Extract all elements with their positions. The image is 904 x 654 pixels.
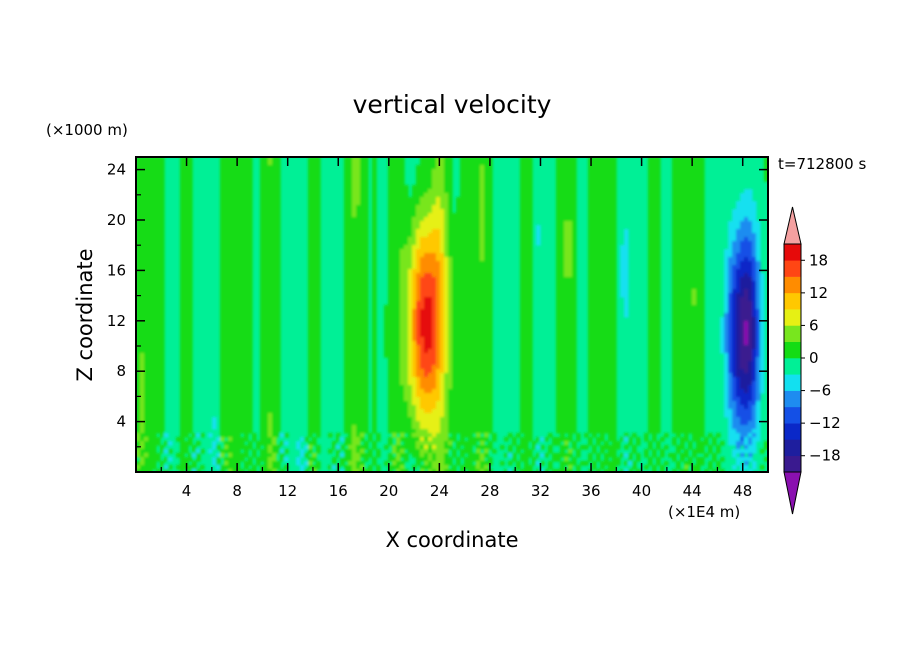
y-tick-label: 12 <box>107 312 126 330</box>
colorbar-segment <box>784 244 801 261</box>
x-axis-label: X coordinate <box>385 528 518 552</box>
colorbar-tick-label: 12 <box>809 284 828 302</box>
colorbar-segment <box>784 406 801 424</box>
colorbar-segment <box>784 341 801 359</box>
x-tick-label: 24 <box>430 482 449 500</box>
y-tick-label: 16 <box>107 261 126 279</box>
x-tick-label: 44 <box>683 482 702 500</box>
x-tick-label: 20 <box>379 482 398 500</box>
colorbar-tick-label: −6 <box>809 382 831 400</box>
x-axis: 4 8 12 16 20 24 28 32 36 40 44 48 <box>160 157 752 500</box>
colorbar-segment <box>784 260 801 277</box>
colorbar-segment <box>784 358 801 375</box>
y-tick-label: 8 <box>116 362 126 380</box>
y-axis-unit: (×1000 m) <box>46 121 128 139</box>
colorbar-segment <box>784 439 801 457</box>
plot-frame <box>135 156 769 473</box>
colorbar-tick-label: 18 <box>809 251 828 269</box>
x-tick-label: 12 <box>278 482 297 500</box>
x-tick-label: 8 <box>232 482 242 500</box>
colorbar-segment <box>784 455 801 473</box>
y-axis: 4 8 12 16 20 24 <box>107 161 768 448</box>
y-tick-label: 24 <box>107 161 126 179</box>
colorbar: −18 −12 −6 0 6 12 18 <box>783 206 841 515</box>
x-tick-label: 16 <box>329 482 348 500</box>
x-tick-label: 36 <box>581 482 600 500</box>
plot-area <box>136 157 768 472</box>
colorbar-tick-label: 6 <box>809 316 819 334</box>
x-tick-label: 48 <box>733 482 752 500</box>
chart-title: vertical velocity <box>353 90 552 119</box>
colorbar-tick-label: 0 <box>809 349 819 367</box>
colorbar-segment <box>784 423 801 440</box>
colorbar-tick-label: −12 <box>809 414 841 432</box>
x-tick-label: 28 <box>480 482 499 500</box>
colorbar-over-arrow <box>783 206 802 245</box>
colorbar-tick-label: −18 <box>809 447 841 465</box>
y-tick-label: 4 <box>116 413 126 431</box>
colorbar-segment <box>784 374 801 391</box>
colorbar-segment <box>784 309 801 326</box>
colorbar-segment <box>784 276 801 294</box>
x-axis-unit: (×1E4 m) <box>668 503 740 521</box>
colorbar-segment <box>784 325 801 343</box>
y-axis-label: Z coordinate <box>73 248 97 381</box>
x-tick-label: 4 <box>182 482 192 500</box>
x-tick-label: 40 <box>632 482 651 500</box>
x-tick-label: 32 <box>531 482 550 500</box>
colorbar-segment <box>784 292 801 310</box>
y-tick-label: 20 <box>107 211 126 229</box>
velocity-field <box>136 157 768 472</box>
colorbar-segment <box>784 390 801 408</box>
colorbar-under-arrow <box>783 471 802 515</box>
time-label: t=712800 s <box>778 155 866 173</box>
